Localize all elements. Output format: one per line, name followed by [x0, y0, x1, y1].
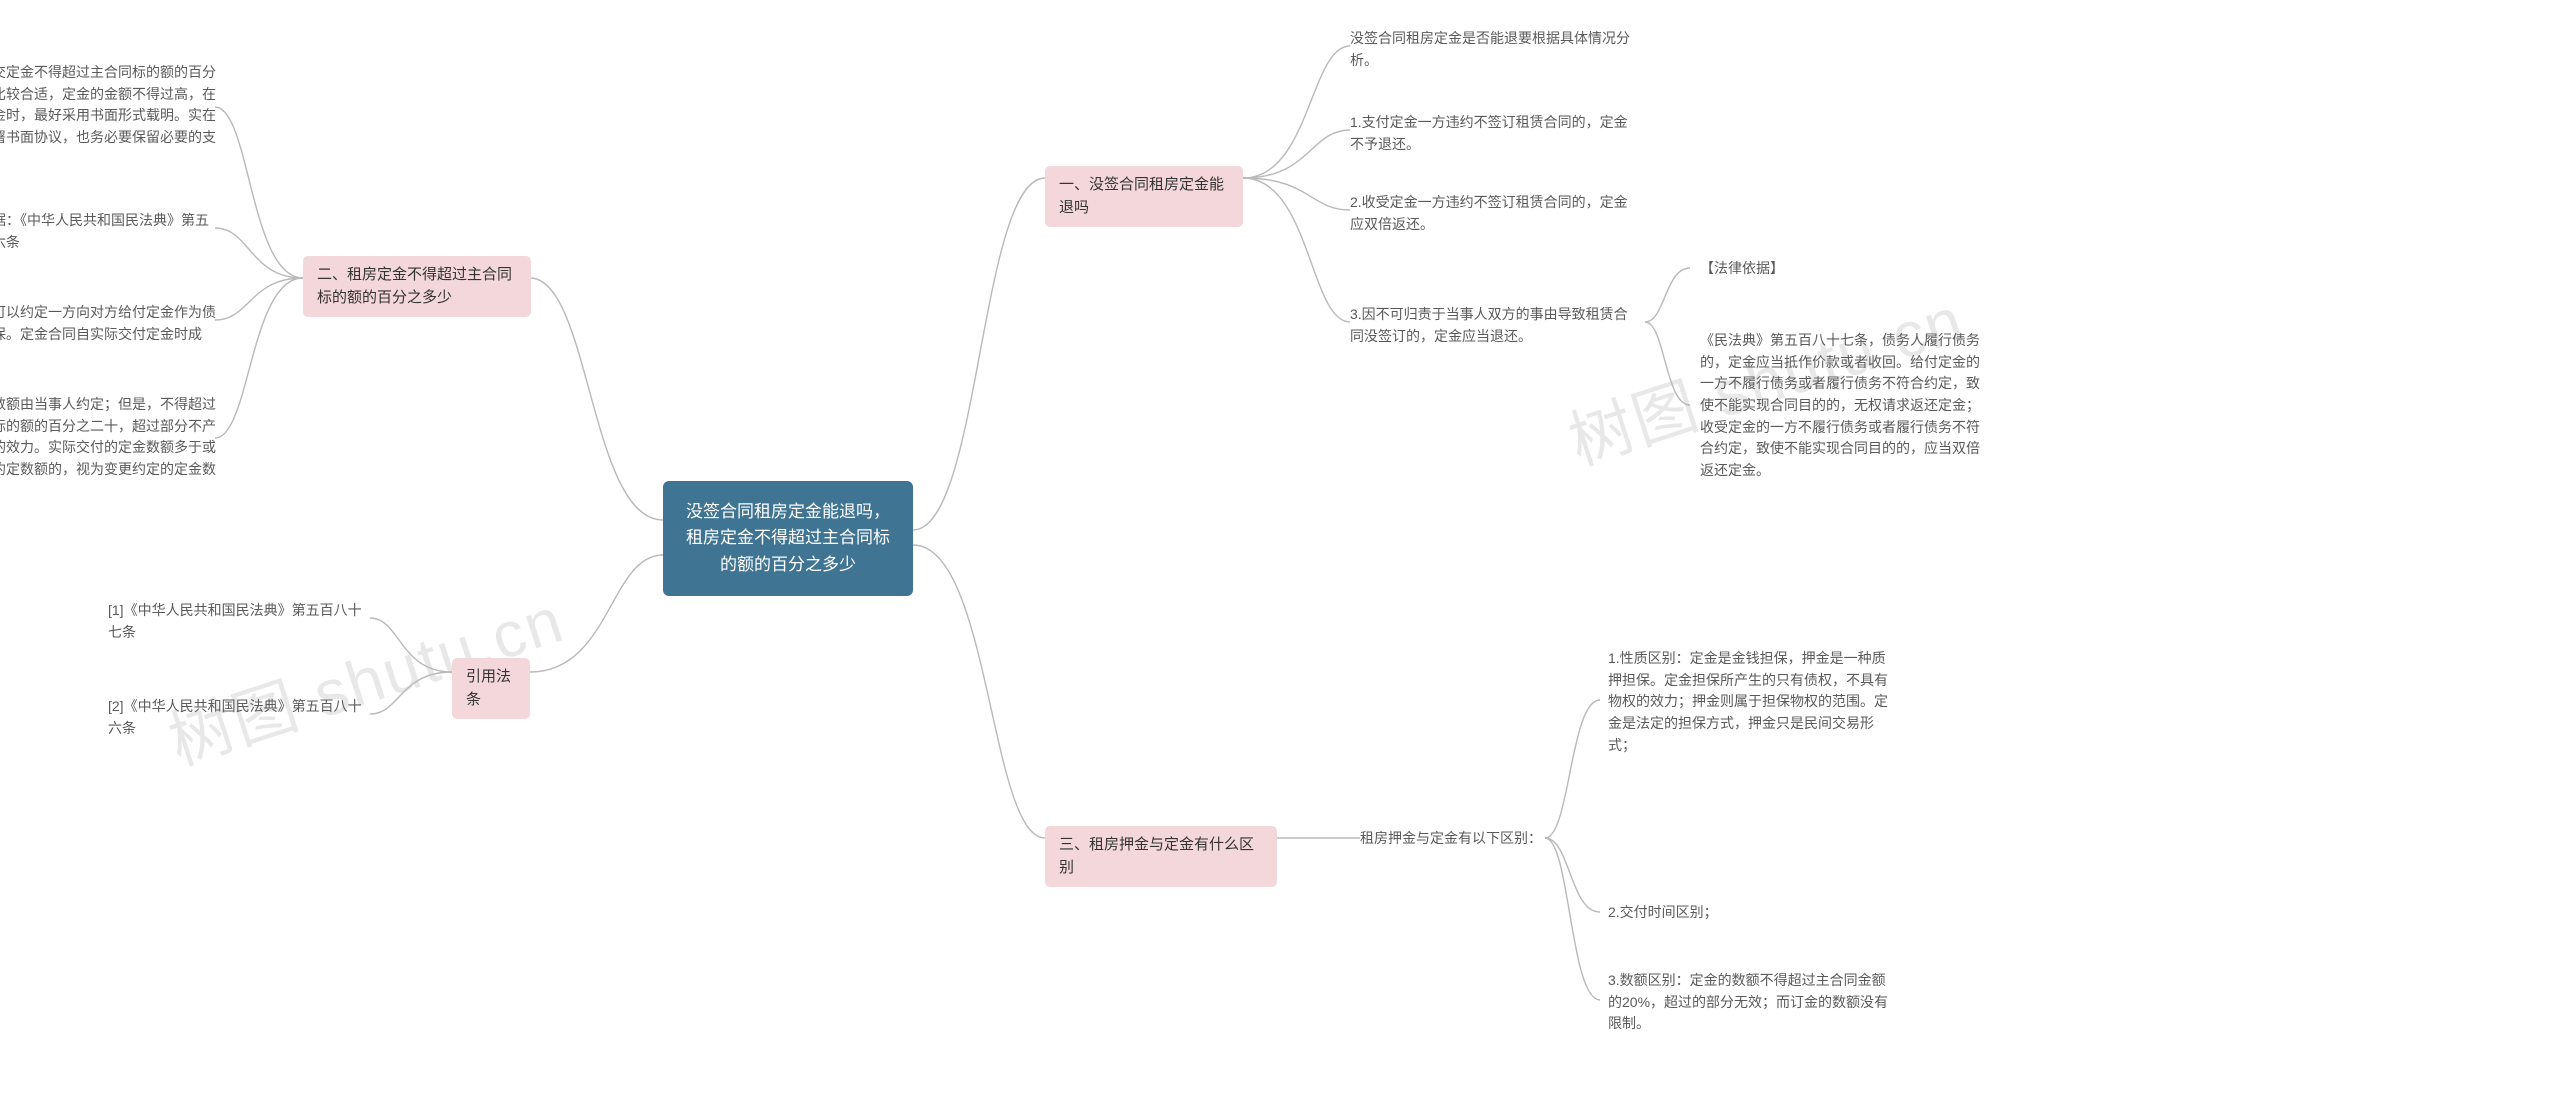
s2-leaf-3: 当事人可以约定一方向对方给付定金作为债权的担保。定金合同自实际交付定金时成立。 — [0, 302, 216, 367]
root-node: 没签合同租房定金能退吗，租房定金不得超过主合同标的额的百分之多少 — [663, 481, 913, 596]
s1-leaf-2: 1.支付定金一方违约不签订租赁合同的，定金不予退还。 — [1350, 112, 1640, 155]
s3-diff-1: 1.性质区别：定金是金钱担保，押金是一种质押担保。定金担保所产生的只有债权，不具… — [1608, 648, 1898, 756]
s2-leaf-4: 定金的数额由当事人约定；但是，不得超过主合同标的额的百分之二十，超过部分不产生定… — [0, 394, 216, 502]
connector-layer — [0, 0, 2560, 1103]
s3-diff-3: 3.数额区别：定金的数额不得超过主合同金额的20%，超过的部分无效；而订金的数额… — [1608, 970, 1898, 1035]
branch-s1: 一、没签合同租房定金能退吗 — [1045, 166, 1243, 227]
cite-2: [2]《中华人民共和国民法典》第五百八十六条 — [108, 696, 370, 739]
s1-leaf-3: 2.收受定金一方违约不签订租赁合同的，定金应双倍返还。 — [1350, 192, 1640, 235]
s1-leaf-1: 没签合同租房定金是否能退要根据具体情况分析。 — [1350, 28, 1640, 71]
legal-heading: 【法律依据】 — [1700, 258, 1810, 280]
branch-s3: 三、租房押金与定金有什么区别 — [1045, 826, 1277, 887]
bracket-s3 — [1540, 660, 1610, 1060]
s1-leaf-4: 3.因不可归责于当事人双方的事由导致租赁合同没签订的，定金应当退还。 — [1350, 304, 1640, 347]
branch-s2: 二、租房定金不得超过主合同标的额的百分之多少 — [303, 256, 531, 317]
branch-cite: 引用法条 — [452, 658, 530, 719]
s2-leaf-1: 租房子交定金不得超过主合同标的额的百分之二十比较合适，定金的金额不得过高，在支付… — [0, 62, 216, 170]
bracket-legal — [1640, 260, 1700, 460]
legal-text: 《民法典》第五百八十七条，债务人履行债务的，定金应当抵作价款或者收回。给付定金的… — [1700, 330, 1990, 482]
s2-leaf-2: 法律依据：《中华人民共和国民法典》第五百八十六条 — [0, 210, 216, 253]
cite-1: [1]《中华人民共和国民法典》第五百八十七条 — [108, 600, 370, 643]
s3-intro: 租房押金与定金有以下区别： — [1360, 828, 1560, 850]
s3-diff-2: 2.交付时间区别； — [1608, 902, 1898, 924]
